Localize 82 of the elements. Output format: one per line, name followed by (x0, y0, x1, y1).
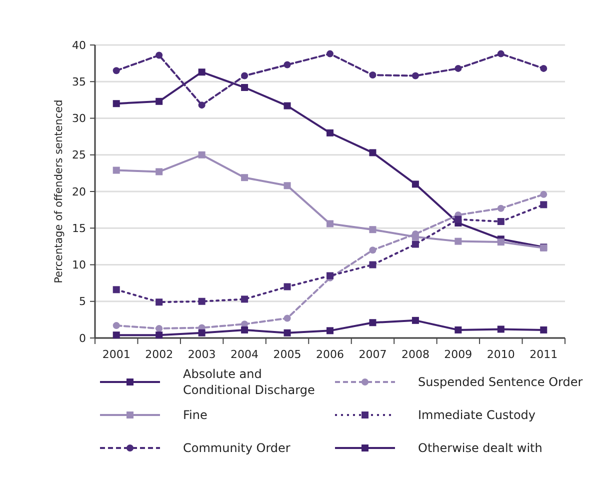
point (241, 296, 248, 303)
x-tick-label: 2009 (444, 348, 472, 361)
x-tick-label: 2005 (273, 348, 302, 361)
point (412, 180, 419, 188)
point (412, 316, 419, 324)
point (284, 61, 291, 68)
point (497, 238, 504, 246)
point (412, 72, 419, 80)
point (198, 102, 206, 109)
x-tick-label: 2006 (316, 348, 344, 361)
point (198, 298, 206, 305)
y-tick-label: 10 (72, 258, 86, 272)
legend-label: Absolute and Conditional Discharge (183, 367, 315, 397)
point (540, 201, 548, 208)
x-tick-label: 2008 (401, 348, 430, 361)
legend-label: Community Order (183, 441, 290, 456)
point (156, 52, 163, 59)
point (369, 149, 376, 156)
x-tick-label: 2011 (530, 348, 558, 361)
point (284, 314, 291, 322)
point (156, 332, 163, 339)
point (284, 283, 291, 290)
point (241, 174, 248, 182)
point (156, 324, 163, 332)
point (156, 168, 163, 176)
y-axis-title: Percentage of offenders sentenced (53, 100, 65, 284)
point (241, 84, 248, 91)
point (326, 50, 334, 58)
point (198, 68, 206, 76)
point (284, 329, 291, 336)
y-tick-label: 5 (79, 295, 86, 308)
legend-label: Suspended Sentence Order (418, 375, 583, 390)
point (369, 72, 376, 79)
x-tick-label: 2004 (230, 348, 259, 361)
point (454, 64, 462, 72)
point (454, 216, 462, 223)
x-tick-label: 2003 (188, 348, 216, 361)
x-tick-label: 2002 (145, 348, 174, 361)
point (497, 204, 504, 212)
y-tick-label: 20 (72, 185, 86, 198)
x-tick-label: 2007 (358, 348, 387, 361)
point (198, 151, 206, 158)
point (198, 329, 206, 336)
point (497, 326, 504, 333)
point (112, 286, 120, 294)
point (326, 129, 334, 136)
y-tick-label: 15 (72, 222, 86, 235)
point (540, 64, 548, 72)
point (540, 190, 548, 198)
point (112, 322, 120, 330)
point (112, 67, 120, 74)
point (369, 261, 376, 268)
legend-label: Otherwise dealt with (418, 441, 542, 456)
y-tick-label: 0 (79, 332, 86, 345)
y-tick-label: 30 (72, 112, 86, 126)
point (241, 326, 248, 334)
legend-label: Immediate Custody (418, 408, 536, 422)
point (112, 332, 120, 339)
y-tick-label: 25 (72, 148, 86, 162)
point (369, 226, 376, 234)
point (454, 238, 462, 245)
point (156, 98, 163, 105)
point (326, 220, 334, 228)
point (369, 246, 376, 254)
x-tick-label: 2001 (102, 348, 130, 361)
point (326, 327, 334, 334)
point (497, 50, 504, 58)
x-tick-label: 2010 (486, 348, 515, 361)
legend-label: Fine (183, 408, 208, 422)
point (369, 319, 376, 326)
point (241, 72, 248, 80)
point (412, 240, 419, 248)
point (540, 326, 548, 334)
point (112, 166, 120, 174)
point (497, 218, 504, 226)
point (454, 326, 462, 334)
point (284, 102, 291, 110)
point (112, 100, 120, 108)
point (284, 182, 291, 190)
y-tick-label: 35 (72, 75, 86, 88)
y-tick-label: 40 (72, 38, 86, 52)
point (156, 298, 163, 306)
